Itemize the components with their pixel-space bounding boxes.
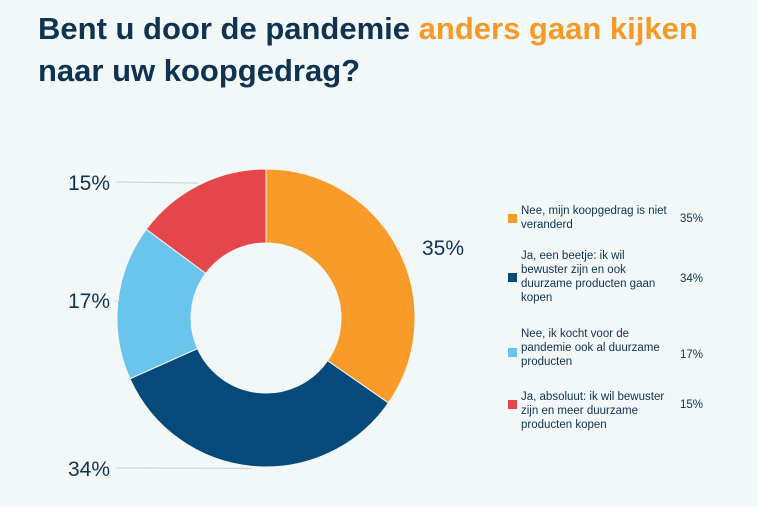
slice-leader-line [115,181,199,184]
slice-value-label: 34% [68,458,110,481]
legend-swatch [508,400,517,409]
legend-value: 35% [680,213,704,225]
title-part1: Bent u door de pandemie [38,11,419,46]
legend-value: 17% [680,349,704,361]
legend-label: Ja, absoluut: ik wil bewuster zijn en me… [521,391,665,431]
donut-slice [265,168,416,404]
slice-value-label: 35% [422,237,464,260]
title-highlight: anders gaan kijken [418,11,698,46]
legend-value: 15% [680,399,704,411]
donut-slice [129,347,390,468]
legend-value: 34% [680,273,704,285]
legend-swatch [508,273,517,282]
title-part2: naar uw koopgedrag? [38,53,361,88]
legend-label: Nee, mijn koopgedrag is niet veranderd [521,205,667,231]
donut-slice [116,228,207,380]
slice-value-label: 17% [68,290,110,313]
donut-slice [145,168,267,275]
slice-value-label: 15% [68,172,110,195]
legend-swatch [508,348,517,357]
legend-label: Nee, ik kocht voor de pandemie ook al du… [521,328,660,368]
legend-label: Ja, een beetje: ik wil bewuster zijn en … [521,250,656,304]
legend-swatch [508,214,517,223]
chart-title: Bent u door de pandemie anders gaan kijk… [38,8,738,92]
